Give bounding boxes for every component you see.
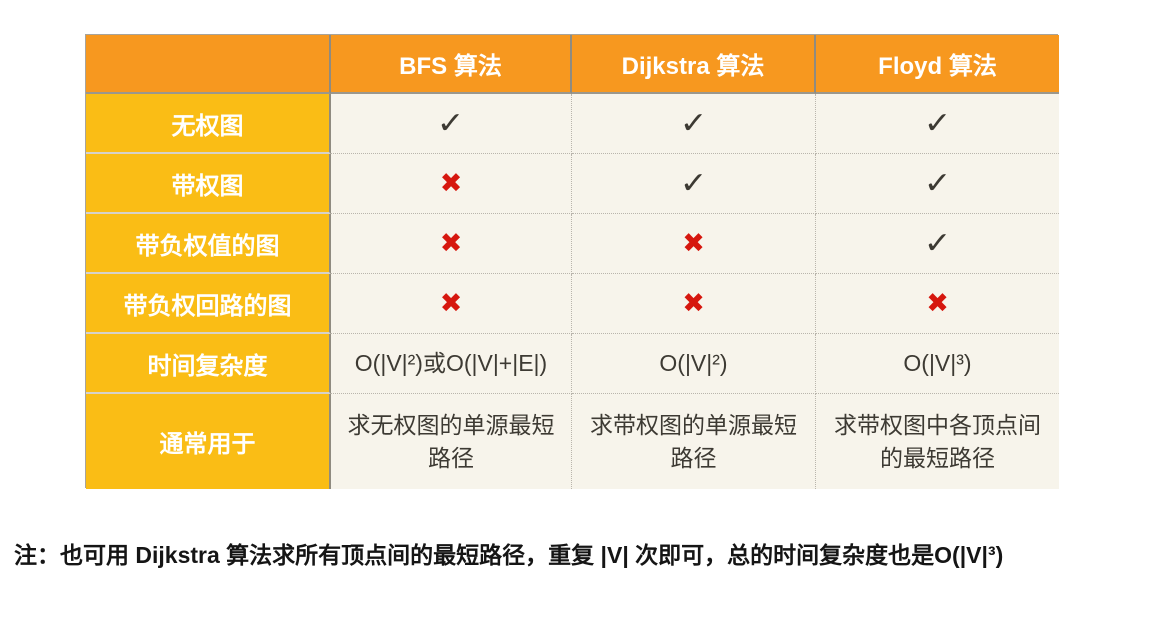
table-cell: ✓	[816, 154, 1059, 214]
table-cell: ✖	[331, 154, 572, 214]
column-header-floyd: Floyd 算法	[816, 35, 1059, 94]
cross-icon: ✖	[926, 287, 949, 318]
footnote: 注：也可用 Dijkstra 算法求所有顶点间的最短路径，重复 |V| 次即可，…	[14, 542, 1004, 568]
row-label-unweighted-graph: 无权图	[86, 94, 331, 154]
typical-use-floyd: 求带权图中各顶点间的最短路径	[816, 394, 1059, 489]
table-cell: ✓	[816, 214, 1059, 274]
table-cell: ✓	[572, 94, 816, 154]
column-header-bfs: BFS 算法	[331, 35, 572, 94]
cross-icon: ✖	[439, 167, 463, 198]
check-icon: ✓	[679, 166, 708, 200]
check-icon: ✓	[923, 106, 952, 140]
table-cell: ✖	[572, 214, 816, 274]
cross-icon: ✖	[682, 287, 705, 318]
table-cell: ✖	[816, 274, 1059, 334]
time-complexity-dijkstra: O(|V|²)	[572, 334, 816, 394]
table-cell: ✖	[572, 274, 816, 334]
cross-icon: ✖	[439, 227, 463, 258]
row-label-negative-cycle-graph: 带负权回路的图	[86, 274, 331, 334]
check-icon: ✓	[923, 166, 952, 200]
row-label-time-complexity: 时间复杂度	[86, 334, 331, 394]
column-header-dijkstra: Dijkstra 算法	[572, 35, 816, 94]
check-icon: ✓	[437, 106, 465, 140]
typical-use-bfs: 求无权图的单源最短路径	[331, 394, 572, 489]
row-label-negative-weight-graph: 带负权值的图	[86, 214, 331, 274]
table-cell: ✖	[331, 274, 572, 334]
table-cell: ✓	[572, 154, 816, 214]
check-icon: ✓	[679, 106, 708, 140]
row-label-typical-use: 通常用于	[86, 394, 331, 489]
time-complexity-bfs: O(|V|²)或O(|V|+|E|)	[331, 334, 572, 394]
cross-icon: ✖	[682, 227, 705, 258]
table-cell: ✖	[331, 214, 572, 274]
table-cell: ✓	[816, 94, 1059, 154]
algorithm-comparison-table: BFS 算法 Dijkstra 算法 Floyd 算法 无权图 ✓ ✓ ✓ 带权…	[85, 34, 1059, 489]
time-complexity-floyd: O(|V|³)	[816, 334, 1059, 394]
check-icon: ✓	[923, 226, 952, 260]
row-label-weighted-graph: 带权图	[86, 154, 331, 214]
corner-header-cell	[86, 35, 331, 94]
table-cell: ✓	[331, 94, 572, 154]
cross-icon: ✖	[439, 287, 463, 318]
typical-use-dijkstra: 求带权图的单源最短路径	[572, 394, 816, 489]
